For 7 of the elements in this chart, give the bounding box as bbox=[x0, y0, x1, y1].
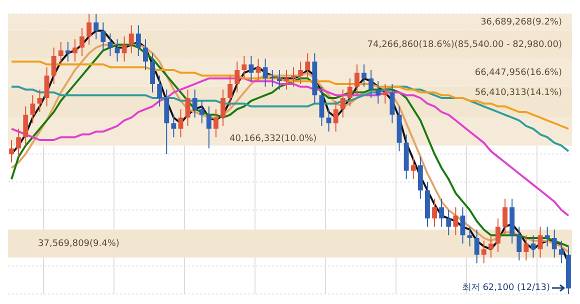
annotation: 최저 62,100 (12/13) bbox=[462, 282, 550, 293]
band-label: 66,447,956(16.6%) bbox=[474, 68, 562, 78]
band-label: 36,689,268(9.2%) bbox=[480, 18, 562, 28]
band-label: 56,410,313(14.1%) bbox=[474, 88, 562, 98]
band-label: 74,266,860(18.6%)(85,540.00 - 82,980.00) bbox=[367, 40, 562, 50]
band-label: 37,569,809(9.4%) bbox=[38, 238, 120, 249]
band-label: 40,166,332(10.0%) bbox=[230, 134, 317, 144]
